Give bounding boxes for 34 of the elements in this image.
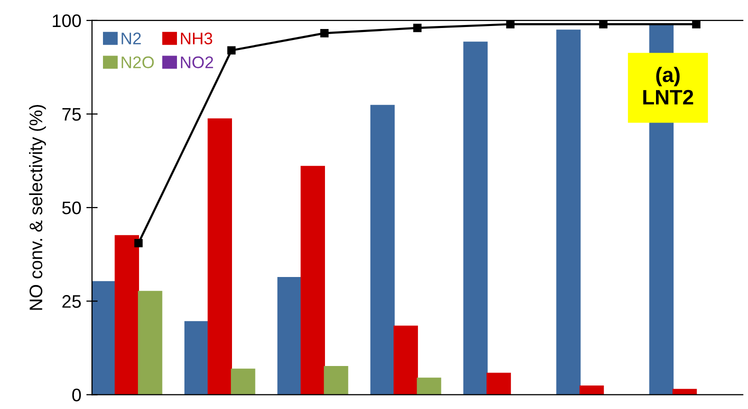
legend-label: NH3 (180, 32, 212, 44)
bar (230, 368, 256, 395)
point (320, 29, 329, 38)
bar (277, 276, 302, 395)
bar (324, 366, 348, 395)
bar (416, 378, 442, 395)
bar (114, 235, 140, 395)
bar (394, 326, 418, 395)
bar (486, 372, 511, 395)
bar (370, 104, 395, 395)
point (599, 20, 608, 28)
bar (208, 118, 232, 395)
legend-label: N2O (122, 56, 154, 68)
y-axis-title: NO conv. & selectivity (%) (29, 105, 46, 310)
point (506, 20, 515, 28)
legend-label: NO2 (180, 56, 214, 68)
legend-label: N2 (122, 32, 141, 44)
bar (463, 42, 488, 395)
bar (580, 386, 604, 395)
y-tick-label: 75 (62, 108, 81, 121)
y-tick-label: 0 (72, 388, 81, 402)
bar (300, 166, 325, 395)
point (134, 238, 143, 248)
y-tick-label: 50 (62, 202, 81, 214)
bar (184, 321, 209, 395)
y-tick-label: 25 (62, 295, 81, 308)
bar (92, 281, 116, 395)
point (692, 20, 700, 28)
y-tick-label: 100 (52, 14, 81, 28)
point (413, 24, 422, 32)
bar (556, 30, 581, 395)
annotation: (a) LNT2 (643, 66, 694, 104)
bar (138, 290, 162, 395)
point (227, 46, 236, 55)
